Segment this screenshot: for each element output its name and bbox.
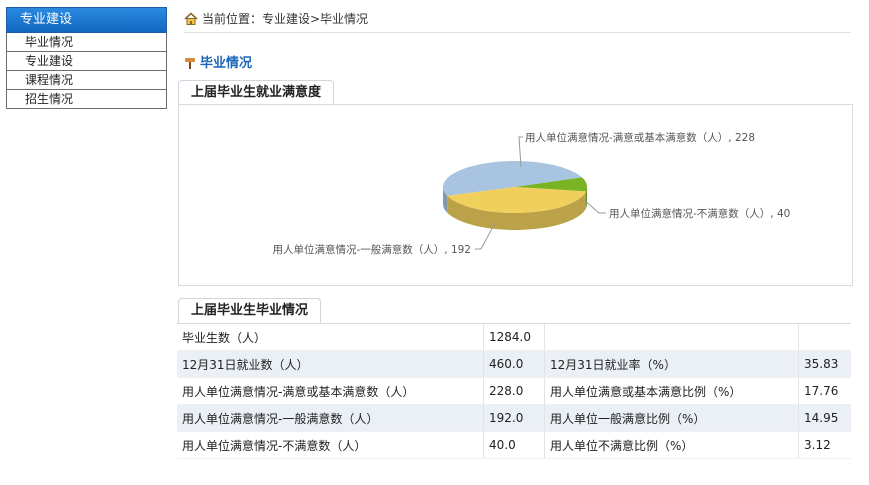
table-row: 用人单位满意情况-满意或基本满意数（人） 228.0 用人单位满意或基本满意比例（%… (177, 377, 851, 405)
breadcrumb: 当前位置：专业建设>毕业情况 (184, 10, 851, 33)
table-cell-c4: 17.76 (798, 377, 851, 405)
table-cell-c4: 14.95 (798, 404, 851, 432)
table-cell-c4: 35.83 (798, 350, 851, 378)
breadcrumb-text: 当前位置：专业建设>毕业情况 (202, 12, 369, 26)
pie-label-2: 用人单位满意情况-一般满意数（人）, 192 (272, 243, 471, 256)
pie-leader-line-1 (582, 198, 606, 214)
table-cell-c2: 1284.0 (483, 323, 545, 351)
pie-label-1: 用人单位满意情况-不满意数（人）, 40 (609, 207, 790, 220)
table-cell-c1: 用人单位满意情况-满意或基本满意数（人） (177, 377, 484, 405)
table-row: 毕业生数（人） 1284.0 (177, 323, 851, 351)
section-title: 毕业情况 (184, 52, 252, 74)
graduation-stats-table: 毕业生数（人） 1284.0 12月31日就业数（人） 460.0 12月31日就业率（… (177, 323, 851, 459)
table-row: 12月31日就业数（人） 460.0 12月31日就业率（%） 35.83 (177, 350, 851, 378)
home-icon (184, 12, 198, 28)
pie-leader-line-0 (518, 136, 523, 168)
table-row: 用人单位满意情况-不满意数（人） 40.0 用人单位不满意比例（%） 3.12 (177, 431, 851, 459)
section-title-text: 毕业情况 (200, 56, 253, 71)
table-cell-c3: 用人单位一般满意比例（%） (544, 404, 799, 432)
pie-chart: 用人单位满意情况-满意或基本满意数（人）, 228 用人单位满意情况-不满意数（人… (272, 131, 790, 256)
pie-leader-line-2 (475, 222, 496, 250)
table-cell-c4: 3.12 (798, 431, 851, 459)
pie-side-1 (585, 187, 587, 209)
pie-side-2 (447, 191, 586, 231)
sidebar-item-graduation[interactable]: 毕业情况 (6, 33, 167, 52)
pie-side-0 (443, 187, 448, 213)
table-cell-c1: 用人单位满意情况-一般满意数（人） (177, 404, 484, 432)
table-cell-c4 (798, 323, 851, 351)
table-cell-c3: 用人单位不满意比例（%） (544, 431, 799, 459)
pie-slice-1[interactable] (515, 177, 587, 192)
table-row: 用人单位满意情况-一般满意数（人） 192.0 用人单位一般满意比例（%） 14.95 (177, 404, 851, 432)
table-cell-c3 (544, 323, 799, 351)
tab-graduation-status[interactable]: 上届毕业生毕业情况 (178, 298, 322, 323)
table-cell-c2: 40.0 (483, 431, 545, 459)
table-cell-c2: 192.0 (483, 404, 545, 432)
sidebar-item-major-building[interactable]: 专业建设 (6, 52, 167, 71)
table-cell-c2: 228.0 (483, 377, 545, 405)
table-cell-c1: 毕业生数（人） (177, 323, 484, 351)
table-cell-c1: 12月31日就业数（人） (177, 350, 484, 378)
pie-slice-2[interactable] (447, 187, 586, 214)
table-cell-c3: 12月31日就业率（%） (544, 350, 799, 378)
sidebar-item-enrollment[interactable]: 招生情况 (6, 90, 167, 109)
sidebar-item-courses[interactable]: 课程情况 (6, 71, 167, 90)
pie-slice-0[interactable] (442, 160, 582, 196)
chart-panel: 用人单位满意情况-满意或基本满意数（人）, 228 用人单位满意情况-不满意数（人… (178, 104, 853, 286)
sidebar: 专业建设 毕业情况 专业建设 课程情况 招生情况 (6, 7, 167, 109)
table-cell-c1: 用人单位满意情况-不满意数（人） (177, 431, 484, 459)
tab-employment-satisfaction[interactable]: 上届毕业生就业满意度 (178, 80, 335, 105)
table-cell-c3: 用人单位满意或基本满意比例（%） (544, 377, 799, 405)
table-cell-c2: 460.0 (483, 350, 545, 378)
sidebar-header: 专业建设 (6, 7, 167, 33)
pushpin-icon (184, 56, 196, 74)
pie-label-0: 用人单位满意情况-满意或基本满意数（人）, 228 (525, 131, 755, 144)
